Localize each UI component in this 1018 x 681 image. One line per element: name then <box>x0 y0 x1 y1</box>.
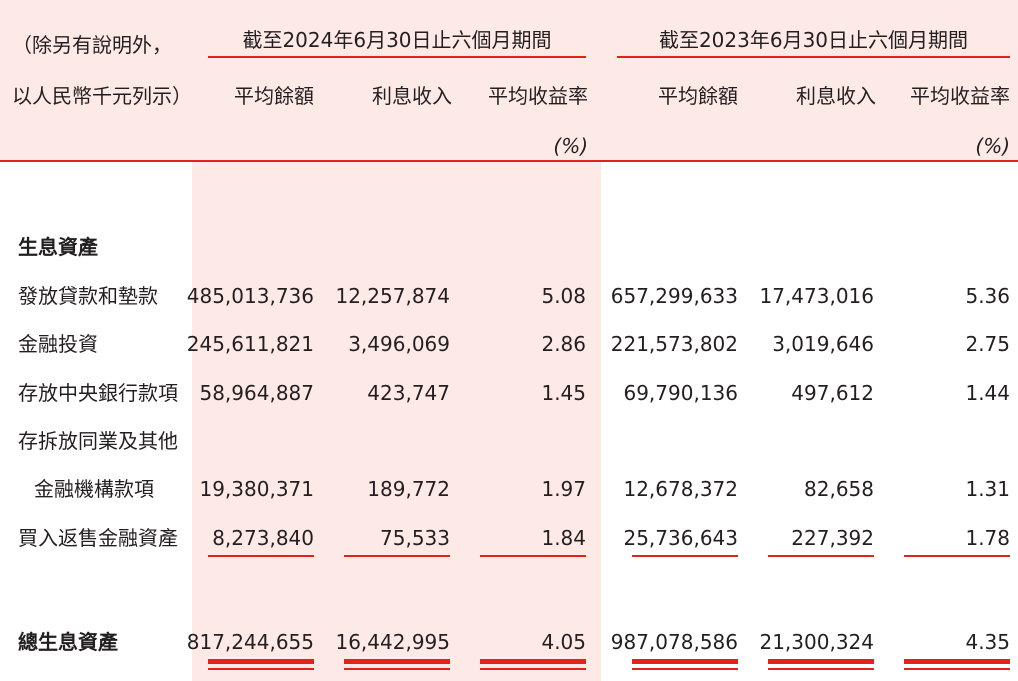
cell-2023-yield: 1.78 <box>965 526 1010 550</box>
row-label: 存拆放同業及其他 <box>18 429 178 453</box>
total-2023-yield: 4.35 <box>965 630 1010 654</box>
cell-2024-balance: 19,380,371 <box>199 477 314 501</box>
total-double-rule <box>344 659 450 664</box>
cell-2024-yield: 1.97 <box>541 477 586 501</box>
row-label: 金融投資 <box>18 332 98 356</box>
cell-2024-balance: 485,013,736 <box>186 284 314 308</box>
cell-2023-balance: 25,736,643 <box>623 526 738 550</box>
cell-2023-yield: 5.36 <box>965 284 1010 308</box>
cell-2024-balance: 8,273,840 <box>212 526 314 550</box>
cell-2023-yield: 2.75 <box>965 332 1010 356</box>
total-double-rule <box>904 668 1010 670</box>
unit-note-line1: （除另有說明外， <box>12 33 172 57</box>
cell-2023-income: 227,392 <box>791 526 874 550</box>
subtotal-rule <box>480 555 586 557</box>
col-2024-interest-income: 利息收入 <box>372 84 452 108</box>
cell-2023-income: 497,612 <box>791 381 874 405</box>
col-2024-avg-balance: 平均餘額 <box>234 84 314 108</box>
cell-2023-yield: 1.31 <box>965 477 1010 501</box>
section-title: 生息資產 <box>18 235 98 259</box>
col-2024-avg-yield: 平均收益率 <box>488 84 588 108</box>
row-label: 存放中央銀行款項 <box>18 381 178 405</box>
cell-2023-balance: 12,678,372 <box>623 477 738 501</box>
col-2023-avg-balance: 平均餘額 <box>658 84 738 108</box>
cell-2023-balance: 221,573,802 <box>610 332 738 356</box>
total-double-rule <box>632 659 738 664</box>
row-label-continued: 金融機構款項 <box>34 477 154 501</box>
cell-2023-balance: 657,299,633 <box>610 284 738 308</box>
total-2024-balance: 817,244,655 <box>186 630 314 654</box>
total-2023-balance: 987,078,586 <box>610 630 738 654</box>
period-2023-rule <box>617 56 1010 58</box>
table-header-band <box>0 0 1018 162</box>
subtotal-rule <box>208 555 314 557</box>
cell-2023-income: 17,473,016 <box>759 284 874 308</box>
header-bottom-rule <box>0 160 1018 162</box>
cell-2024-yield: 2.86 <box>541 332 586 356</box>
current-period-highlight <box>192 162 601 681</box>
subtotal-rule <box>904 555 1010 557</box>
subtotal-rule <box>768 555 874 557</box>
cell-2024-income: 189,772 <box>367 477 450 501</box>
row-label: 發放貸款和墊款 <box>18 284 158 308</box>
cell-2023-yield: 1.44 <box>965 381 1010 405</box>
cell-2024-income: 3,496,069 <box>348 332 450 356</box>
col-2024-yield-unit: (%) <box>553 134 588 158</box>
period-2024-rule <box>208 56 586 58</box>
total-double-rule <box>480 668 586 670</box>
total-2023-income: 21,300,324 <box>759 630 874 654</box>
cell-2023-income: 82,658 <box>804 477 874 501</box>
total-double-rule <box>768 668 874 670</box>
cell-2024-yield: 1.45 <box>541 381 586 405</box>
cell-2024-income: 75,533 <box>380 526 450 550</box>
cell-2024-yield: 5.08 <box>541 284 586 308</box>
total-double-rule <box>208 659 314 664</box>
cell-2023-balance: 69,790,136 <box>623 381 738 405</box>
total-double-rule <box>208 668 314 670</box>
col-2023-yield-unit: (%) <box>975 134 1010 158</box>
total-2024-income: 16,442,995 <box>335 630 450 654</box>
cell-2024-income: 12,257,874 <box>335 284 450 308</box>
total-double-rule <box>632 668 738 670</box>
period-2023-heading: 截至2023年6月30日止六個月期間 <box>658 28 969 52</box>
cell-2024-balance: 245,611,821 <box>186 332 314 356</box>
total-label: 總生息資產 <box>18 630 118 654</box>
row-label: 買入返售金融資產 <box>18 526 178 550</box>
total-double-rule <box>904 659 1010 664</box>
cell-2023-income: 3,019,646 <box>772 332 874 356</box>
total-double-rule <box>480 659 586 664</box>
subtotal-rule <box>344 555 450 557</box>
cell-2024-yield: 1.84 <box>541 526 586 550</box>
col-2023-interest-income: 利息收入 <box>796 84 876 108</box>
cell-2024-balance: 58,964,887 <box>199 381 314 405</box>
cell-2024-income: 423,747 <box>367 381 450 405</box>
subtotal-rule <box>632 555 738 557</box>
total-2024-yield: 4.05 <box>541 630 586 654</box>
total-double-rule <box>768 659 874 664</box>
unit-note-line2: 以人民幣千元列示） <box>12 84 192 108</box>
period-2024-heading: 截至2024年6月30日止六個月期間 <box>242 28 552 52</box>
total-double-rule <box>344 668 450 670</box>
col-2023-avg-yield: 平均收益率 <box>910 84 1010 108</box>
